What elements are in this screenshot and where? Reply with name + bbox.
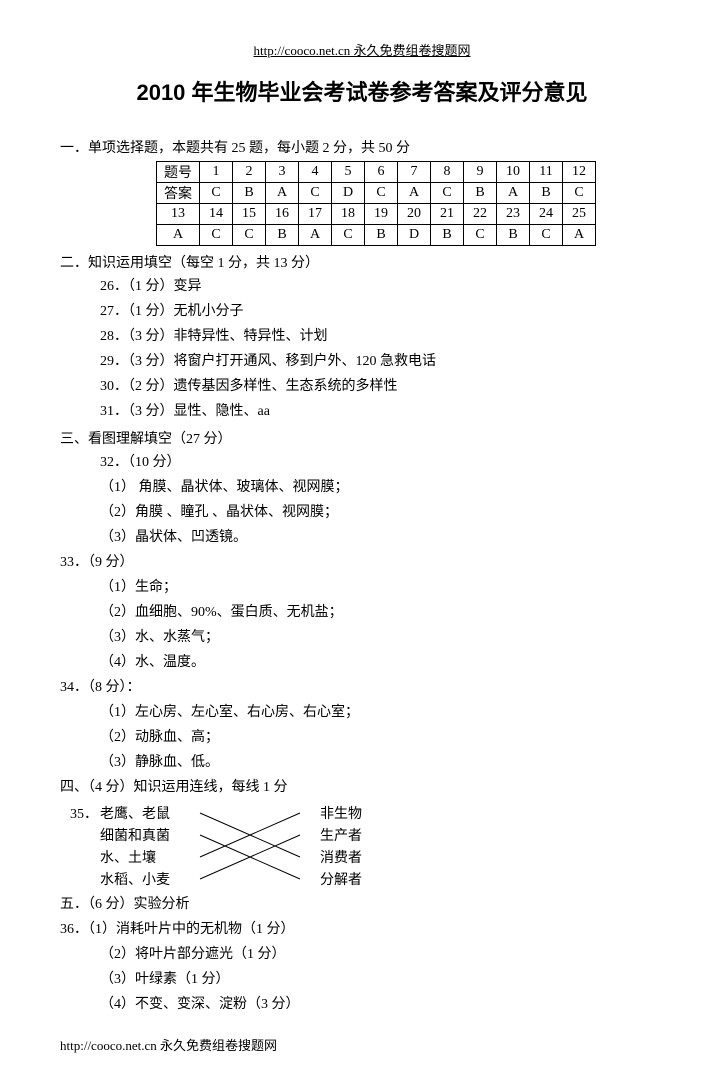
cell: 6: [365, 162, 398, 183]
cell: C: [233, 225, 266, 246]
cell: B: [233, 183, 266, 204]
cell: B: [266, 225, 299, 246]
cell: 9: [464, 162, 497, 183]
answer-line: （4）水、温度。: [100, 652, 664, 673]
table-row: A C C B A C B D B C B C A: [157, 225, 596, 246]
cell: 2: [233, 162, 266, 183]
answer-line: 26．（1 分）变异: [100, 276, 664, 297]
cell: 17: [299, 204, 332, 225]
cell: 7: [398, 162, 431, 183]
answer-line: （3）晶状体、凹透镜。: [100, 527, 664, 548]
footer-url: http://cooco.net.cn 永久免费组卷搜题网: [60, 1035, 664, 1054]
cell: 23: [497, 204, 530, 225]
cell: 19: [365, 204, 398, 225]
cell: 24: [530, 204, 563, 225]
cell: C: [464, 225, 497, 246]
answer-line: （3）叶绿素（1 分）: [100, 969, 664, 990]
cell: B: [530, 183, 563, 204]
answer-line: （4）不变、变深、淀粉（3 分）: [100, 994, 664, 1015]
section2-heading: 二．知识运用填空（每空 1 分，共 13 分）: [60, 252, 664, 272]
answer-line: （1） 角膜、晶状体、玻璃体、视网膜；: [100, 477, 664, 498]
answer-line: （3）静脉血、低。: [100, 752, 664, 773]
cell: C: [530, 225, 563, 246]
page: http://cooco.net.cn 永久免费组卷搜题网 2010 年生物毕业…: [0, 0, 724, 1084]
cell: 13: [157, 204, 200, 225]
q34-head: 34．（8 分）：: [60, 677, 664, 698]
cell: D: [332, 183, 365, 204]
cell: A: [398, 183, 431, 204]
cell: 22: [464, 204, 497, 225]
cell: 14: [200, 204, 233, 225]
cell: D: [398, 225, 431, 246]
cell: 21: [431, 204, 464, 225]
cell: B: [464, 183, 497, 204]
answer-line: （2）血细胞、90%、蛋白质、无机盐；: [100, 602, 664, 623]
section1-heading: 一．单项选择题，本题共有 25 题，每小题 2 分，共 50 分: [60, 137, 664, 157]
section4-heading: 四、（4 分）知识运用连线，每线 1 分: [60, 777, 664, 798]
cell: 16: [266, 204, 299, 225]
cell-label: 答案: [157, 183, 200, 204]
answer-line: 28．（3 分）非特异性、特异性、计划: [100, 326, 664, 347]
cell: 20: [398, 204, 431, 225]
q32-head: 32．（10 分）: [100, 452, 664, 473]
cell: 8: [431, 162, 464, 183]
cell: 18: [332, 204, 365, 225]
cell: B: [365, 225, 398, 246]
answer-line: 36．（1）消耗叶片中的无机物（1 分）: [60, 919, 664, 940]
cell: C: [332, 225, 365, 246]
answer-line: （3）水、水蒸气；: [100, 627, 664, 648]
table-row: 13 14 15 16 17 18 19 20 21 22 23 24 25: [157, 204, 596, 225]
cell: C: [431, 183, 464, 204]
page-title: 2010 年生物毕业会考试卷参考答案及评分意见: [60, 75, 664, 107]
answer-line: （2）动脉血、高；: [100, 727, 664, 748]
cell: 11: [530, 162, 563, 183]
header-url: http://cooco.net.cn 永久免费组卷搜题网: [60, 40, 664, 59]
cell: 4: [299, 162, 332, 183]
answer-line: 30．（2 分）遗传基因多样性、生态系统的多样性: [100, 376, 664, 397]
cell: A: [299, 225, 332, 246]
cell: A: [157, 225, 200, 246]
cell: 3: [266, 162, 299, 183]
cell: 15: [233, 204, 266, 225]
matching-diagram: 35． 老鹰、老鼠 非生物 细菌和真菌 生产者 水、土壤 消费者 水稻、小麦 分…: [100, 802, 664, 890]
answer-line: （1）左心房、左心室、右心房、右心室；: [100, 702, 664, 723]
cell: A: [497, 183, 530, 204]
cell: 12: [563, 162, 596, 183]
section3-heading: 三、看图理解填空（27 分）: [60, 428, 664, 448]
cell: B: [497, 225, 530, 246]
answer-table-top: 题号 1 2 3 4 5 6 7 8 9 10 11 12 答案 C B A C…: [156, 161, 596, 246]
cell: B: [431, 225, 464, 246]
cell: 25: [563, 204, 596, 225]
table-row: 题号 1 2 3 4 5 6 7 8 9 10 11 12: [157, 162, 596, 183]
answer-line: 31．（3 分）显性、隐性、aa: [100, 401, 664, 422]
answer-line: （2）将叶片部分遮光（1 分）: [100, 944, 664, 965]
cell-label: 题号: [157, 162, 200, 183]
answer-line: 27．（1 分）无机小分子: [100, 301, 664, 322]
table-row: 答案 C B A C D C A C B A B C: [157, 183, 596, 204]
answer-line: 29．（3 分）将窗户打开通风、移到户外、120 急救电话: [100, 351, 664, 372]
cell: C: [200, 183, 233, 204]
cell: 10: [497, 162, 530, 183]
cell: C: [299, 183, 332, 204]
answer-line: （1）生命；: [100, 577, 664, 598]
matching-lines-icon: [100, 802, 400, 890]
cell: 1: [200, 162, 233, 183]
cell: C: [365, 183, 398, 204]
answer-line: （2）角膜 、瞳孔 、晶状体、视网膜；: [100, 502, 664, 523]
cell: A: [266, 183, 299, 204]
cell: C: [200, 225, 233, 246]
cell: A: [563, 225, 596, 246]
cell: 5: [332, 162, 365, 183]
cell: C: [563, 183, 596, 204]
q33-head: 33．（9 分）: [60, 552, 664, 573]
section5-heading: 五．（6 分）实验分析: [60, 894, 664, 915]
